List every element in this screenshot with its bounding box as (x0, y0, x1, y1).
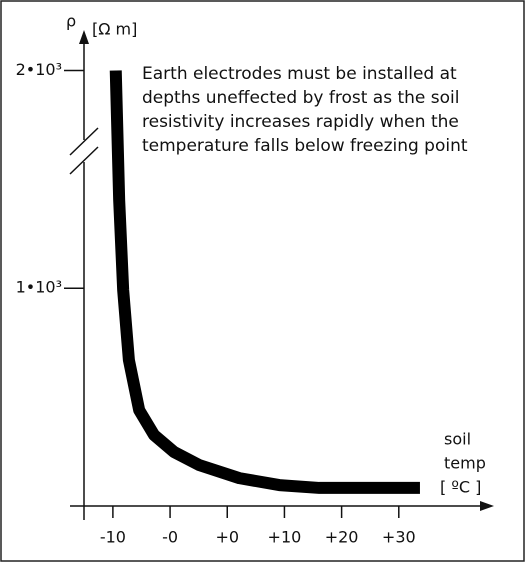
annotation: Earth electrodes must be installed at (142, 64, 457, 84)
annotation: resistivity increases rapidly when the (142, 112, 459, 132)
curve (109, 70, 420, 494)
x-tick-label: +20 (325, 528, 359, 547)
x-axis-arrow (480, 501, 494, 511)
x-tick-label: -10 (100, 528, 126, 547)
y-tick-label: 2•10³ (16, 60, 62, 79)
axis-break-gap (78, 140, 90, 162)
x-label: temp (444, 454, 486, 473)
y-tick-label: 1•10³ (16, 278, 62, 297)
annotation: temperature falls below freezing point (142, 136, 468, 156)
x-tick-label: +10 (268, 528, 302, 547)
axis-break (69, 146, 99, 175)
x-tick-label: -0 (162, 528, 178, 547)
axis-break (69, 127, 99, 156)
x-tick-label: +30 (382, 528, 416, 547)
y-axis-arrow (79, 30, 89, 44)
y-unit: [Ω m] (92, 20, 137, 39)
y-label: ρ (66, 12, 76, 31)
annotation: depths uneffected by frost as the soil (142, 88, 459, 108)
x-label: [ ºC ] (440, 478, 481, 497)
x-label: soil (444, 430, 471, 449)
x-tick-label: +0 (215, 528, 239, 547)
